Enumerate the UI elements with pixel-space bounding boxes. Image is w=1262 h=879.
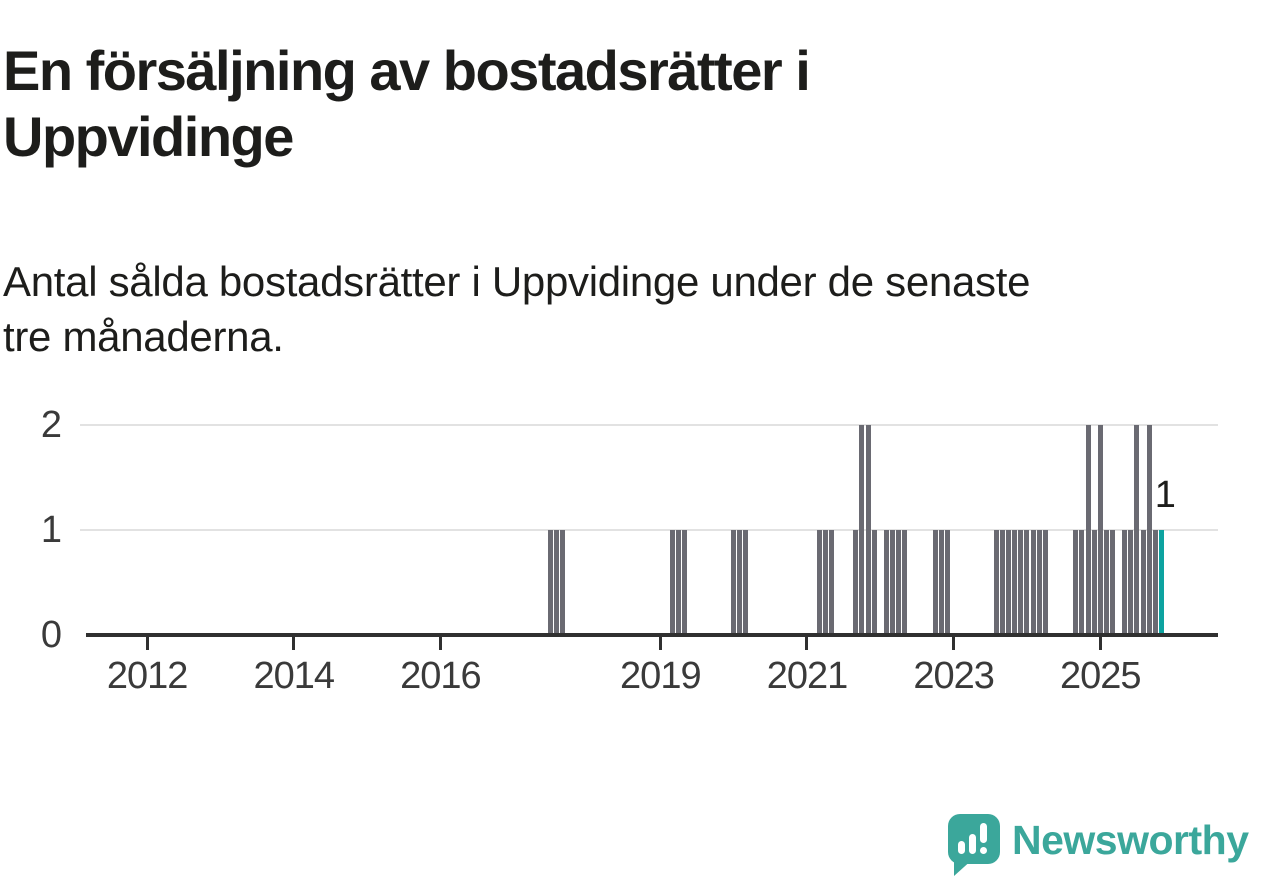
bar-2022-04	[896, 530, 902, 635]
x-tick-2014	[292, 637, 296, 650]
gridline-y1	[80, 529, 1218, 531]
bar-2024-12	[1091, 530, 1097, 635]
bar-2022-02	[883, 530, 889, 635]
bar-2025-03	[1109, 530, 1115, 635]
bar-2024-01	[1024, 530, 1030, 635]
bar-2021-09	[853, 530, 859, 635]
bar-2022-05	[902, 530, 908, 635]
x-axis-line	[86, 633, 1218, 637]
bar-2022-03	[890, 530, 896, 635]
y-axis-label-1: 1	[40, 509, 62, 551]
x-axis-label-2025: 2025	[1059, 655, 1142, 697]
bar-2023-08	[993, 530, 999, 635]
bar-2023-12	[1018, 530, 1024, 635]
bar-2023-09	[1000, 530, 1005, 635]
bar-2020-03	[743, 530, 749, 635]
bar-2025-02	[1103, 530, 1109, 635]
x-axis-label-2012: 2012	[106, 655, 189, 697]
x-axis-label-2014: 2014	[253, 655, 335, 697]
bar-2017-09	[560, 530, 566, 635]
x-tick-2025	[1098, 637, 1102, 650]
bar-2019-03	[670, 530, 676, 635]
logo-bar-medium-icon	[969, 834, 976, 854]
gridline-y2	[80, 424, 1218, 426]
bar-2019-05	[682, 530, 688, 635]
highlighted-bar-2025-11	[1158, 530, 1164, 635]
chart-title-line2: Uppvidinge	[3, 104, 294, 168]
logo-exclamation-bar-icon	[980, 823, 987, 843]
bar-2025-09	[1146, 425, 1152, 635]
logo-bar-small-icon	[958, 841, 965, 854]
bar-2021-04	[822, 530, 828, 635]
x-tick-2021	[805, 637, 809, 650]
bar-2024-04	[1042, 530, 1048, 635]
bar-2025-08	[1140, 530, 1146, 635]
x-axis-label-2016: 2016	[400, 655, 482, 697]
bar-2019-04	[676, 530, 682, 635]
bar-2021-05	[828, 530, 834, 635]
newsworthy-logo-icon	[948, 814, 1000, 864]
x-axis-label-2019: 2019	[620, 655, 702, 697]
x-tick-2012	[145, 637, 149, 650]
bar-2021-11	[865, 425, 871, 635]
chart-subtitle: Antal sålda bostadsrätter i Uppvidinge u…	[3, 254, 1030, 364]
bar-2025-06	[1128, 530, 1134, 635]
logo-exclamation-dot-icon	[980, 847, 987, 854]
bar-2017-08	[553, 530, 559, 635]
bar-2022-10	[932, 530, 938, 635]
latest-value-annotation: 1	[1154, 474, 1176, 516]
bar-2022-11	[938, 530, 944, 635]
bar-2024-09	[1073, 530, 1079, 635]
y-axis-label-0: 0	[40, 614, 62, 656]
x-tick-2019	[658, 637, 662, 650]
x-tick-2023	[952, 637, 956, 650]
bar-2017-07	[547, 530, 553, 635]
chart-subtitle-line1: Antal sålda bostadsrätter i Uppvidinge u…	[3, 258, 1031, 305]
bar-2025-07	[1134, 425, 1140, 635]
bar-2023-11	[1012, 530, 1018, 635]
bar-2024-11	[1085, 425, 1091, 635]
bar-2025-10	[1152, 530, 1158, 635]
chart-title: En försäljning av bostadsrätter i Uppvid…	[3, 38, 811, 170]
bar-2024-02	[1030, 530, 1036, 635]
bar-2020-01	[731, 530, 737, 635]
bar-2022-12	[945, 530, 950, 635]
bar-2021-03	[816, 530, 822, 635]
x-axis-label-2021: 2021	[766, 655, 849, 697]
bar-2024-03	[1036, 530, 1042, 635]
y-axis-label-2: 2	[40, 404, 62, 446]
bar-2021-10	[859, 425, 865, 635]
chart-subtitle-line2: tre månaderna.	[3, 313, 284, 360]
bar-2025-05	[1122, 530, 1128, 635]
chart-title-line1: En försäljning av bostadsrätter i	[3, 38, 811, 102]
x-tick-2016	[438, 637, 442, 650]
brand-wordmark: Newsworthy	[1012, 817, 1249, 863]
bar-2020-02	[737, 530, 743, 635]
x-axis-label-2023: 2023	[913, 655, 995, 697]
bar-2021-12	[871, 530, 877, 635]
bar-2023-10	[1006, 530, 1012, 635]
bar-2025-01	[1097, 425, 1103, 635]
bar-2024-10	[1079, 530, 1085, 635]
